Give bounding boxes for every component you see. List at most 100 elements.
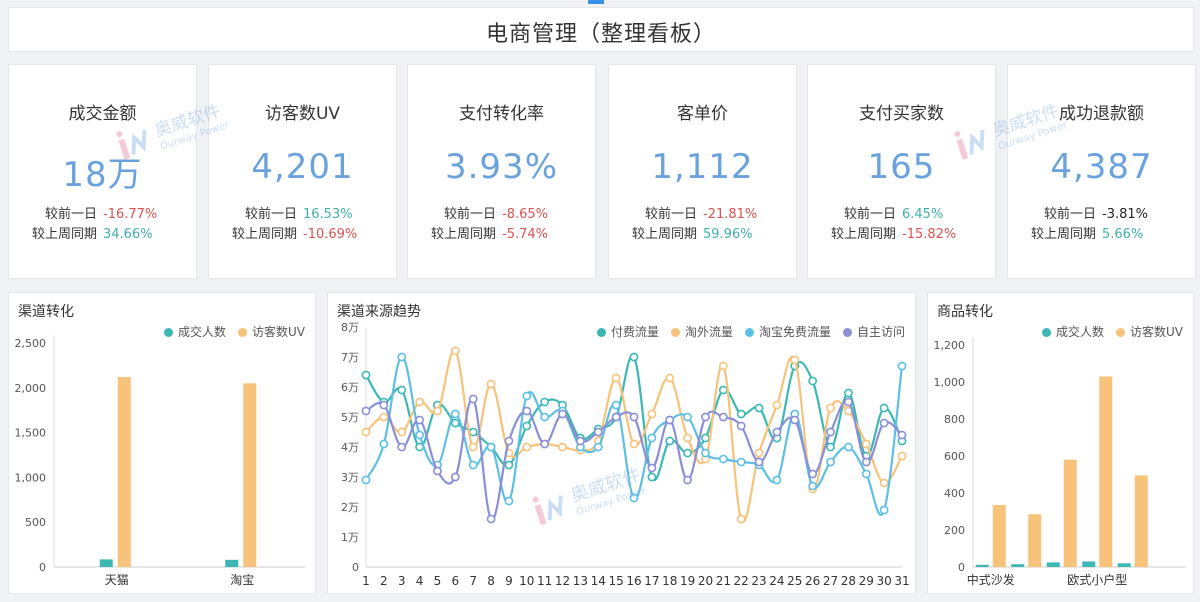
data-point xyxy=(808,481,818,491)
y-tick-label: 400 xyxy=(944,487,965,500)
kpi-value: 1,112 xyxy=(651,147,754,187)
data-point xyxy=(808,376,818,386)
channel-bar-chart: 0 500 1,000 1,500 2,000 2,500 天猫 淘宝 xyxy=(15,335,305,587)
x-tick-label: 23 xyxy=(751,574,766,588)
x-tick-label: 27 xyxy=(823,574,838,588)
page-title: 电商管理（整理看板） xyxy=(485,22,716,47)
data-point xyxy=(665,373,675,383)
kpi-week-change: 59.96% xyxy=(703,227,753,242)
bar xyxy=(975,564,989,567)
y-tick-label: 4万 xyxy=(341,441,359,454)
data-point xyxy=(468,427,478,437)
data-point xyxy=(540,412,550,422)
data-point xyxy=(826,427,835,437)
kpi-card: 访客数UV 4,201 较前一日 16.53% 较上周同期 -10.69% xyxy=(208,64,397,279)
data-point xyxy=(522,391,532,401)
data-point xyxy=(897,430,907,440)
y-tick-label: 1,200 xyxy=(934,339,966,352)
x-tick-label: 11 xyxy=(537,574,552,588)
x-tick-label: 6 xyxy=(452,574,460,588)
data-point xyxy=(897,361,907,371)
data-point xyxy=(504,496,514,506)
kpi-value: 4,201 xyxy=(251,147,354,187)
legend-item[interactable]: 访客数UV xyxy=(238,323,305,340)
data-point xyxy=(415,430,424,440)
bar xyxy=(1046,562,1060,567)
kpi-name: 客单价 xyxy=(677,104,728,124)
data-point xyxy=(718,385,728,395)
y-tick-label: 800 xyxy=(944,413,965,426)
legend-item[interactable]: 成交人数 xyxy=(1041,323,1104,340)
x-tick-label: 15 xyxy=(608,574,623,588)
legend-item[interactable]: 成交人数 xyxy=(163,323,226,340)
legend-label: 成交人数 xyxy=(177,325,226,339)
data-point xyxy=(754,403,764,413)
x-tick-label: 21 xyxy=(716,574,731,588)
data-point xyxy=(379,400,389,410)
legend-dot-icon xyxy=(744,328,754,337)
data-point xyxy=(397,442,407,452)
kpi-card: 支付买家数 165 较前一日 6.45% 较上周同期 -15.82% xyxy=(807,64,996,279)
data-point xyxy=(486,442,496,452)
data-point xyxy=(522,442,532,452)
data-point xyxy=(361,475,371,485)
x-tick-label: 3 xyxy=(398,574,406,588)
legend-label: 淘宝免费流量 xyxy=(758,325,831,339)
legend-item[interactable]: 淘外流量 xyxy=(670,323,733,340)
data-point xyxy=(790,415,800,425)
kpi-week-label: 较上周同期 xyxy=(31,227,97,242)
kpi-comparison: 较前一日 -3.81% 较上周同期 5.66% xyxy=(1008,205,1195,245)
kpi-value: 165 xyxy=(867,147,936,187)
data-point xyxy=(397,385,407,395)
channel-conversion-panel: 渠道转化 成交人数 访客数UV 0 500 1,000 1,500 2,000 2,500 天… xyxy=(8,292,316,594)
y-tick-label: 7万 xyxy=(341,351,359,364)
data-point xyxy=(397,352,407,362)
data-point xyxy=(826,403,835,413)
x-tick-label: 淘宝 xyxy=(230,573,254,587)
kpi-day-change: -21.81% xyxy=(703,207,758,222)
data-point xyxy=(379,412,389,422)
legend-dot-icon xyxy=(163,328,173,337)
data-point xyxy=(772,475,782,485)
x-tick-label: 30 xyxy=(876,574,891,588)
legend-dot-icon xyxy=(670,328,680,337)
legend-dot-icon xyxy=(596,328,606,337)
x-tick-label: 17 xyxy=(644,574,659,588)
y-tick-label: 200 xyxy=(944,524,965,537)
bar xyxy=(1099,376,1113,567)
legend-item[interactable]: 自主访问 xyxy=(842,323,905,340)
kpi-day-label: 较前一日 xyxy=(244,207,297,222)
kpi-name: 支付买家数 xyxy=(859,104,944,124)
data-point xyxy=(379,439,389,449)
kpi-day-label: 较前一日 xyxy=(843,207,896,222)
data-point xyxy=(415,415,424,425)
y-tick-label: 2,000 xyxy=(15,382,47,395)
kpi-day-label: 较前一日 xyxy=(1043,207,1096,222)
kpi-day-change: -8.65% xyxy=(502,207,548,222)
kpi-week-label: 较上周同期 xyxy=(1030,227,1096,242)
data-point xyxy=(790,355,800,365)
bar xyxy=(117,377,131,567)
x-tick-label: 22 xyxy=(734,574,749,588)
x-tick-label: 24 xyxy=(769,574,784,588)
legend-label: 付费流量 xyxy=(610,325,659,339)
data-point xyxy=(540,439,550,449)
data-point xyxy=(683,475,692,485)
legend-dot-icon xyxy=(238,328,247,337)
y-tick-label: 2,500 xyxy=(15,337,47,350)
data-point xyxy=(683,412,692,422)
chart-legend: 成交人数 访客数UV xyxy=(1030,323,1183,340)
x-tick-label: 7 xyxy=(469,574,477,588)
data-point xyxy=(629,493,639,503)
kpi-day-change: 16.53% xyxy=(303,207,353,222)
x-tick-label: 8 xyxy=(487,574,495,588)
data-point xyxy=(593,427,603,437)
product-conversion-panel: 商品转化 成交人数 访客数UV 0 200 400 600 800 1,000 1,200 中式… xyxy=(927,292,1194,594)
y-tick-label: 6万 xyxy=(341,381,359,394)
legend-item[interactable]: 淘宝免费流量 xyxy=(744,323,831,340)
data-point xyxy=(683,448,692,458)
legend-item[interactable]: 访客数UV xyxy=(1116,323,1183,340)
legend-item[interactable]: 付费流量 xyxy=(596,323,659,340)
kpi-week-change: 5.66% xyxy=(1102,227,1144,242)
kpi-comparison: 较前一日 6.45% 较上周同期 -15.82% xyxy=(808,205,995,245)
